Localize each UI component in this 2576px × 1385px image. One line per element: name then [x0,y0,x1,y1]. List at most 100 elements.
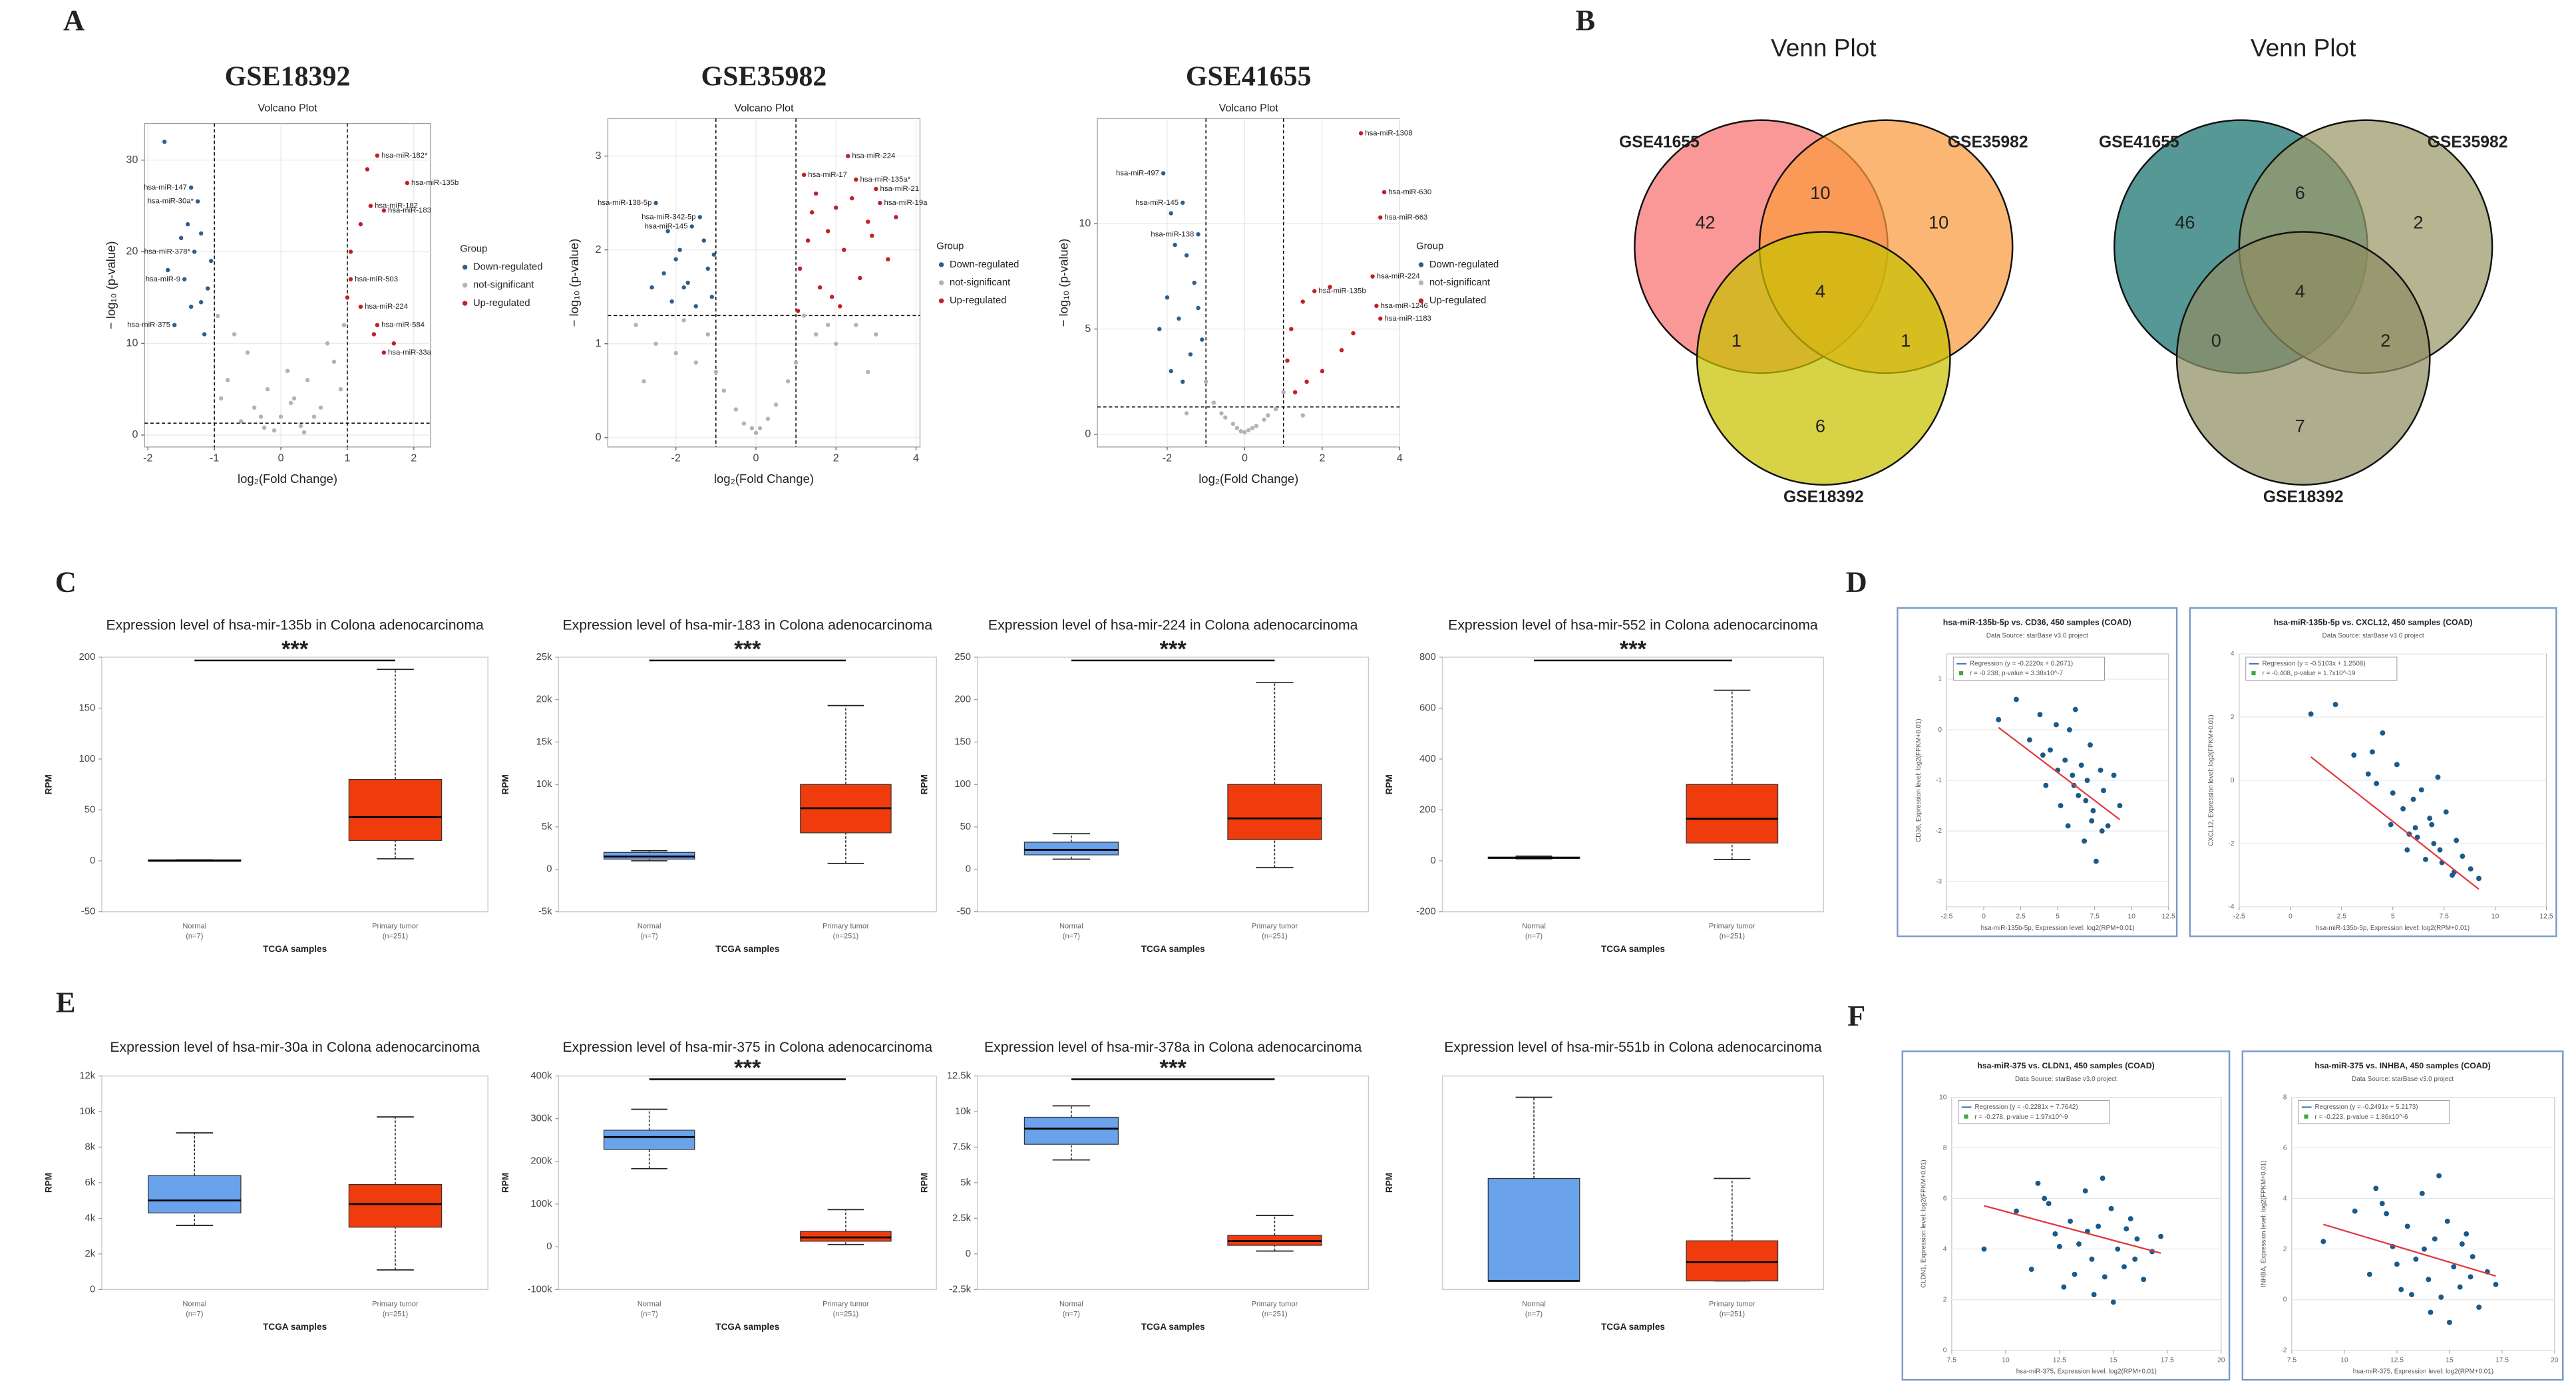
point [665,229,670,233]
point [2083,798,2089,804]
legend-title: Group [936,241,964,252]
x-tick-label: 20 [2551,1356,2559,1364]
plot-subtitle: Volcano Plot [1219,102,1279,114]
box [1487,1177,1580,1282]
point [2460,853,2466,859]
y-tick-label: 400k [530,1070,552,1081]
y-tick-label: -5k [538,906,552,917]
point [301,430,307,435]
dataset-title: GSE35982 [701,62,827,92]
point [381,350,387,355]
category-count: (n=251) [383,1310,409,1318]
venn-count: 7 [2295,415,2305,436]
point [258,414,264,419]
x-tick-label: 12.5 [2539,913,2553,921]
chart-title: Expression level of hsa-mir-224 in Colon… [988,618,1358,633]
point [381,208,387,213]
x-tick-label: 5 [2056,913,2060,921]
point [801,172,807,178]
point [2127,1216,2133,1221]
category-label: Primary tumor [823,923,869,931]
y-axis-label: CXCL12, Expression level: log2(FPKM+0.01… [2208,714,2215,846]
point [368,204,373,208]
point [2088,742,2093,748]
chart-title: Expression level of hsa-mir-375 in Colon… [563,1040,933,1055]
point [2084,778,2090,784]
point [753,430,759,435]
point [208,259,214,263]
significance-label: *** [1620,637,1647,662]
point [693,360,698,365]
point [311,414,317,419]
point [2423,856,2428,862]
point [2414,834,2420,840]
x-tick-label: 0 [1242,452,1248,464]
point [886,257,890,261]
y-axis-label: CD36, Expression level: log2(FPKM+0.01) [1915,718,1923,842]
point [1254,424,1259,428]
point [2134,1236,2140,1242]
point [2438,1294,2444,1300]
point [2457,1284,2463,1290]
x-axis-label: hsa-miR-135b-5p, Expression level: log2(… [2316,925,2470,932]
legend-label: r = -0.238, p-value = 3.38x10^-7 [1970,670,2063,677]
plot-panel [1097,118,1400,448]
point [2352,1208,2358,1214]
point [345,295,350,300]
box [148,1175,242,1214]
point [697,215,702,220]
point-label: hsa-miR-135a* [860,176,910,184]
venn-set-label: GSE41655 [1619,134,1700,152]
legend-swatch [938,298,944,303]
y-tick-label: 10 [1079,218,1091,230]
significance-label: *** [1160,637,1187,662]
point [2320,1239,2326,1245]
y-axis-label: RPM [44,1173,54,1193]
x-axis-label: TCGA samples [1601,944,1665,954]
category-label: Primary tumor [1252,1301,1298,1308]
point [1230,421,1236,426]
y-tick-label: 2.5k [952,1213,972,1223]
point [245,350,250,355]
y-tick-label: 6 [1943,1195,1947,1202]
x-tick-label: 4 [1397,452,1403,464]
box [603,1130,695,1150]
point-label: hsa-miR-1246 [1381,302,1428,310]
point [634,323,638,327]
x-axis-label: hsa-miR-135b-5p, Expression level: log2(… [1981,925,2135,932]
x-axis-label: TCGA samples [715,944,779,954]
legend-label: r = -0.223, p-value = 1.86x10^-6 [2314,1114,2408,1121]
point [661,271,666,276]
category-label: Primary tumor [372,923,419,931]
point [1211,400,1216,405]
panel-label: C [55,565,77,599]
y-tick-label: 8 [1943,1144,1947,1152]
y-tick-label: 100 [954,779,971,790]
point-label: hsa-miR-378* [144,247,191,255]
y-tick-label: -200 [1416,906,1436,917]
point [825,323,830,327]
point-label: hsa-miR-33a [388,349,432,357]
category-count: (n=251) [833,933,859,941]
venn-set-label: GSE18392 [1783,488,1864,506]
point [825,229,830,233]
point [2468,866,2474,872]
panel-label: A [63,3,85,37]
point [1266,413,1270,418]
x-tick-label: 5 [2391,913,2395,921]
x-tick-label: 2 [833,452,839,464]
point [198,231,204,236]
point [2099,828,2105,834]
y-tick-label: 8 [2283,1094,2287,1101]
legend-swatch [462,283,468,288]
category-label: Normal [638,1301,661,1308]
venn-set-label: GSE41655 [2099,134,2179,152]
point [1196,232,1200,237]
point [2056,1243,2062,1249]
venn-count: 1 [1901,330,1911,351]
point [2072,706,2078,712]
point [2100,1175,2106,1181]
x-tick-label: 0 [1982,913,1986,921]
y-tick-label: -2 [1936,828,1942,835]
venn-count: 10 [1929,212,1948,232]
